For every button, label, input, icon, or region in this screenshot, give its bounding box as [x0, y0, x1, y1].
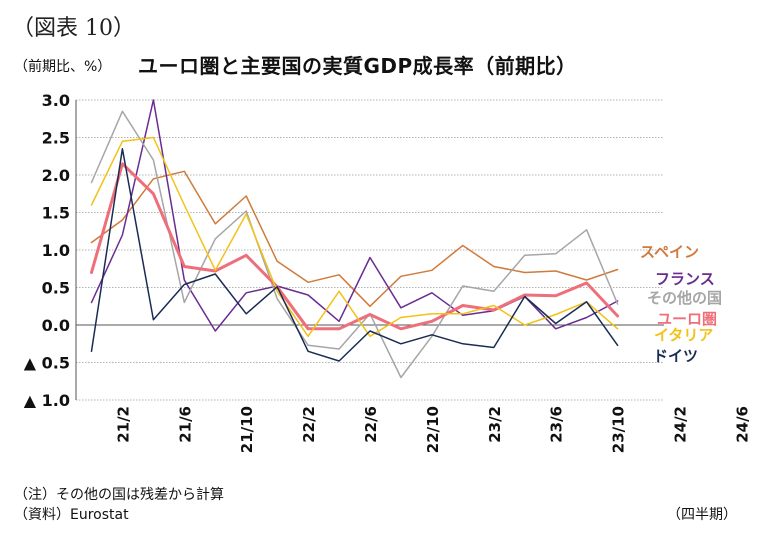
y-tick-label: 0.5 — [42, 279, 70, 298]
period-label: （四半期） — [667, 507, 737, 523]
series-label: ユーロ圏 — [657, 310, 717, 328]
x-tick-label: 24/2 — [671, 406, 689, 443]
y-tick-label: 3.0 — [42, 91, 70, 110]
footnote: （注）その他の国は残差から計算 — [14, 487, 224, 503]
x-tick-label: 22/2 — [300, 406, 318, 443]
x-tick-label: 21/10 — [238, 406, 256, 453]
figure-label: （図表 10） — [12, 16, 135, 41]
chart-title: ユーロ圏と主要国の実質GDP成長率（前期比） — [138, 54, 577, 78]
x-tick-label: 24/6 — [733, 406, 751, 443]
x-tick-label: 22/6 — [362, 406, 380, 443]
x-tick-label: 23/10 — [610, 406, 628, 453]
series-label: フランス — [655, 270, 715, 288]
x-tick-label: 21/6 — [176, 406, 194, 443]
y-tick-label: 2.5 — [42, 129, 70, 148]
series-line — [90, 162, 620, 331]
y-tick-label: 1.5 — [42, 204, 70, 223]
x-tick-labels: 21/2 21/6 21/10 22/2 22/6 22/10 23/2 23/6 23/10 2… — [114, 406, 751, 453]
y-tick-label: 1.0 — [42, 241, 70, 260]
x-tick-label: 23/2 — [486, 406, 504, 443]
series-label: イタリア — [654, 326, 713, 344]
series-label: ドイツ — [653, 347, 698, 365]
series-label: その他の国 — [647, 289, 722, 307]
y-tick-labels: ▲ 1.0 ▲ 0.5 0.0 0.5 1.0 1.5 2.0 2.5 3.0 — [24, 91, 70, 410]
source-note: （資料）Eurostat — [14, 507, 129, 523]
series-label: スペイン — [640, 243, 699, 261]
y-unit-label: （前期比、%） — [14, 59, 112, 75]
y-tick-label: 0.0 — [42, 316, 70, 335]
series-line — [90, 136, 619, 338]
grid-lines — [76, 99, 664, 401]
series-lines — [90, 99, 620, 379]
x-tick-label: 21/2 — [114, 406, 132, 443]
series-line — [90, 110, 619, 379]
y-tick-label: ▲ 0.5 — [24, 354, 70, 373]
y-tick-label: ▲ 1.0 — [24, 391, 70, 410]
y-tick-label: 2.0 — [42, 166, 70, 185]
series-line — [90, 148, 619, 362]
x-tick-label: 23/6 — [548, 406, 566, 443]
x-tick-label: 22/10 — [424, 406, 442, 453]
